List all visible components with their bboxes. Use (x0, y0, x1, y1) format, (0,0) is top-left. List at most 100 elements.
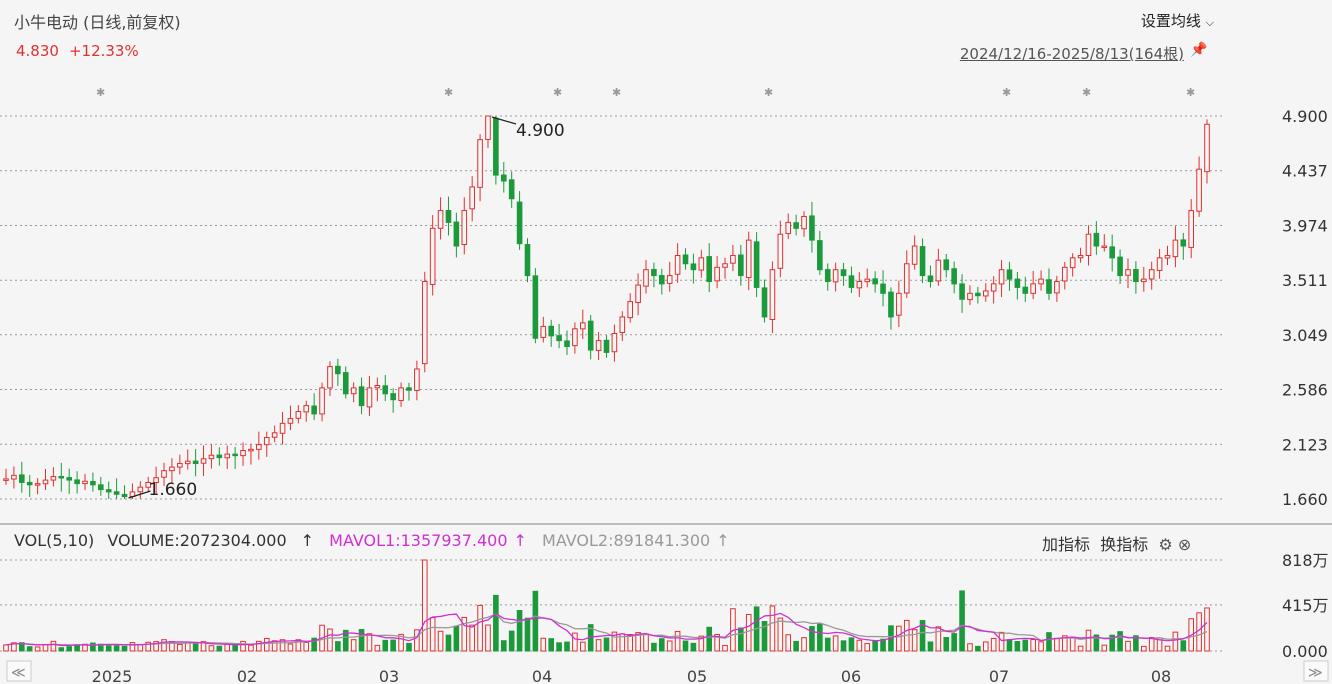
volume-bar (627, 634, 634, 652)
candle-body (248, 448, 254, 452)
volume-bar (66, 646, 73, 652)
candle-body (635, 284, 641, 304)
candle-body (477, 139, 483, 188)
volume-bar (1022, 639, 1029, 652)
candle-body (998, 269, 1005, 285)
volume-bar (943, 637, 950, 652)
up-arrow-icon: ↑ (300, 531, 315, 550)
volume-bar (421, 559, 428, 652)
up-arrow-icon: ↑ (716, 531, 730, 550)
candle-body (366, 387, 373, 408)
volume-bar (216, 645, 223, 652)
ma-settings-button[interactable]: 设置均线 ⌵ (1141, 10, 1214, 31)
candle-body (832, 269, 839, 283)
candle-body (169, 466, 175, 472)
candle-body (864, 278, 871, 283)
candle-body (208, 454, 215, 460)
volume-bar (595, 639, 602, 652)
candle-body (1133, 269, 1139, 282)
volume-bar (666, 640, 673, 652)
candle-body (548, 325, 554, 337)
volume-bar (445, 634, 452, 652)
volume-bar (951, 633, 957, 652)
volume-bar (848, 637, 855, 652)
volume-bar (366, 633, 373, 652)
candle-body (777, 233, 784, 269)
candle-body (911, 245, 918, 265)
volume-bar (643, 633, 649, 652)
volume-bar (524, 617, 531, 652)
close-icon[interactable]: ⊗ (1177, 535, 1192, 554)
volume-bar (1030, 639, 1036, 652)
candle-body (485, 115, 491, 140)
volume-bar (232, 645, 238, 652)
volume-tick-label: 0.000 (1282, 642, 1328, 661)
candle-body (651, 269, 657, 277)
candle-body (801, 215, 807, 230)
candle-body (1156, 257, 1163, 271)
candle-body (666, 275, 673, 284)
candle-body (848, 275, 855, 288)
volume-bar (516, 610, 523, 652)
candle-body (769, 269, 776, 320)
x-tick-label: 06 (841, 667, 861, 684)
candle-body (34, 483, 41, 486)
annotation-arrow (128, 490, 151, 499)
candle-body (761, 287, 768, 318)
volume-bar (137, 644, 144, 652)
volume-bar (911, 629, 918, 652)
volume-value: VOLUME:2072304.000 (107, 531, 287, 550)
candle-body (990, 283, 997, 292)
volume-tick-label: 818万 (1282, 551, 1329, 570)
indicator-tools: 加指标 换指标 ⚙ ⊗ (1042, 531, 1191, 555)
volume-bar (777, 617, 784, 652)
event-marker-icon: ✱ (1082, 86, 1091, 99)
prev-icon: ≪ (11, 665, 26, 681)
volume-bar (1069, 636, 1076, 652)
candle-body (532, 275, 539, 339)
volume-bar (722, 644, 728, 652)
candle-body (880, 283, 886, 294)
switch-indicator-button[interactable]: 换指标 (1100, 535, 1149, 554)
candle-body (1109, 246, 1115, 259)
candle-body (66, 477, 73, 481)
volume-bar (975, 645, 981, 652)
pin-icon[interactable]: 📌 (1190, 42, 1208, 58)
volume-bar (548, 638, 554, 652)
gear-icon[interactable]: ⚙ (1158, 535, 1173, 554)
volume-bar (540, 637, 547, 652)
candle-body (192, 460, 199, 465)
candle-body (184, 460, 191, 465)
volume-bar (224, 643, 231, 652)
candle-body (98, 484, 104, 491)
candle-body (722, 263, 728, 268)
volume-bar (651, 642, 657, 652)
candle-body (524, 244, 531, 277)
volume-bar (390, 639, 396, 652)
volume-bar (19, 642, 25, 652)
candle-body (3, 478, 9, 481)
prev-button[interactable] (6, 660, 32, 682)
next-button[interactable] (1303, 660, 1329, 682)
candle-body (414, 368, 420, 391)
date-range-link[interactable]: 2024/12/16-2025/8/13(164根) (959, 45, 1184, 63)
volume-bar (26, 646, 33, 652)
volume-bar (121, 645, 128, 652)
candle-body (1069, 257, 1076, 269)
candle-body (903, 263, 910, 294)
x-tick-label: 07 (989, 667, 1009, 684)
event-marker-icon: ✱ (444, 86, 453, 99)
volume-bar (295, 639, 302, 652)
volume-bar (1180, 640, 1187, 652)
next-icon: ≫ (1308, 665, 1323, 681)
candle-body (840, 269, 847, 277)
volume-bar (824, 637, 831, 652)
candle-body (327, 366, 333, 389)
add-indicator-button[interactable]: 加指标 (1042, 535, 1091, 554)
volume-bar (500, 640, 507, 652)
candle-body (358, 386, 365, 407)
volume-bar (208, 645, 215, 652)
candle-body (935, 259, 942, 282)
candle-body (445, 209, 452, 223)
